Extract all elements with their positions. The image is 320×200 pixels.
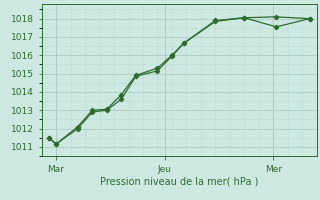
X-axis label: Pression niveau de la mer( hPa ): Pression niveau de la mer( hPa ) (100, 177, 258, 187)
